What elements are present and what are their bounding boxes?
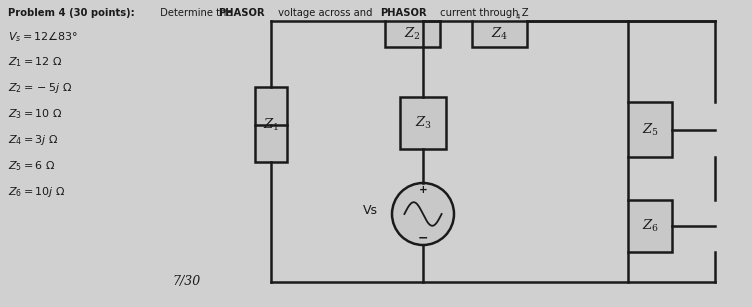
Text: $Z_2$: $Z_2$ bbox=[404, 26, 421, 42]
Circle shape bbox=[392, 183, 454, 245]
Text: +: + bbox=[419, 185, 427, 195]
Text: Determine the: Determine the bbox=[157, 8, 235, 18]
FancyBboxPatch shape bbox=[400, 97, 446, 149]
Text: 4: 4 bbox=[516, 14, 520, 20]
Text: Vs: Vs bbox=[362, 204, 378, 217]
FancyBboxPatch shape bbox=[255, 87, 287, 162]
Text: $Z_3$: $Z_3$ bbox=[414, 115, 432, 131]
Text: $Z_1$: $Z_1$ bbox=[263, 116, 279, 133]
Text: 7/30: 7/30 bbox=[172, 275, 200, 288]
Text: $Z_4 = 3j\ \Omega$: $Z_4 = 3j\ \Omega$ bbox=[8, 133, 59, 147]
Text: PHASOR: PHASOR bbox=[380, 8, 426, 18]
Text: −: − bbox=[418, 231, 428, 244]
Text: current through Z: current through Z bbox=[437, 8, 529, 18]
FancyBboxPatch shape bbox=[628, 102, 672, 157]
Text: Problem 4 (30 points):: Problem 4 (30 points): bbox=[8, 8, 135, 18]
FancyBboxPatch shape bbox=[628, 200, 672, 252]
Text: $Z_4$: $Z_4$ bbox=[491, 26, 508, 42]
Text: voltage across and: voltage across and bbox=[275, 8, 376, 18]
Text: $Z_3 = 10\ \Omega$: $Z_3 = 10\ \Omega$ bbox=[8, 107, 62, 121]
FancyBboxPatch shape bbox=[385, 21, 440, 47]
Text: $Z_5$: $Z_5$ bbox=[641, 122, 659, 138]
Text: PHASOR: PHASOR bbox=[218, 8, 265, 18]
Text: $V_s = 12\angle83°$: $V_s = 12\angle83°$ bbox=[8, 29, 78, 44]
Text: $Z_6$: $Z_6$ bbox=[641, 218, 659, 234]
FancyBboxPatch shape bbox=[472, 21, 527, 47]
Text: $Z_1 = 12\ \Omega$: $Z_1 = 12\ \Omega$ bbox=[8, 55, 62, 69]
Text: $Z_6 = 10j\ \Omega$: $Z_6 = 10j\ \Omega$ bbox=[8, 185, 65, 199]
Text: $Z_5 = 6\ \Omega$: $Z_5 = 6\ \Omega$ bbox=[8, 159, 56, 173]
Text: $Z_2 = -5j\ \Omega$: $Z_2 = -5j\ \Omega$ bbox=[8, 81, 72, 95]
